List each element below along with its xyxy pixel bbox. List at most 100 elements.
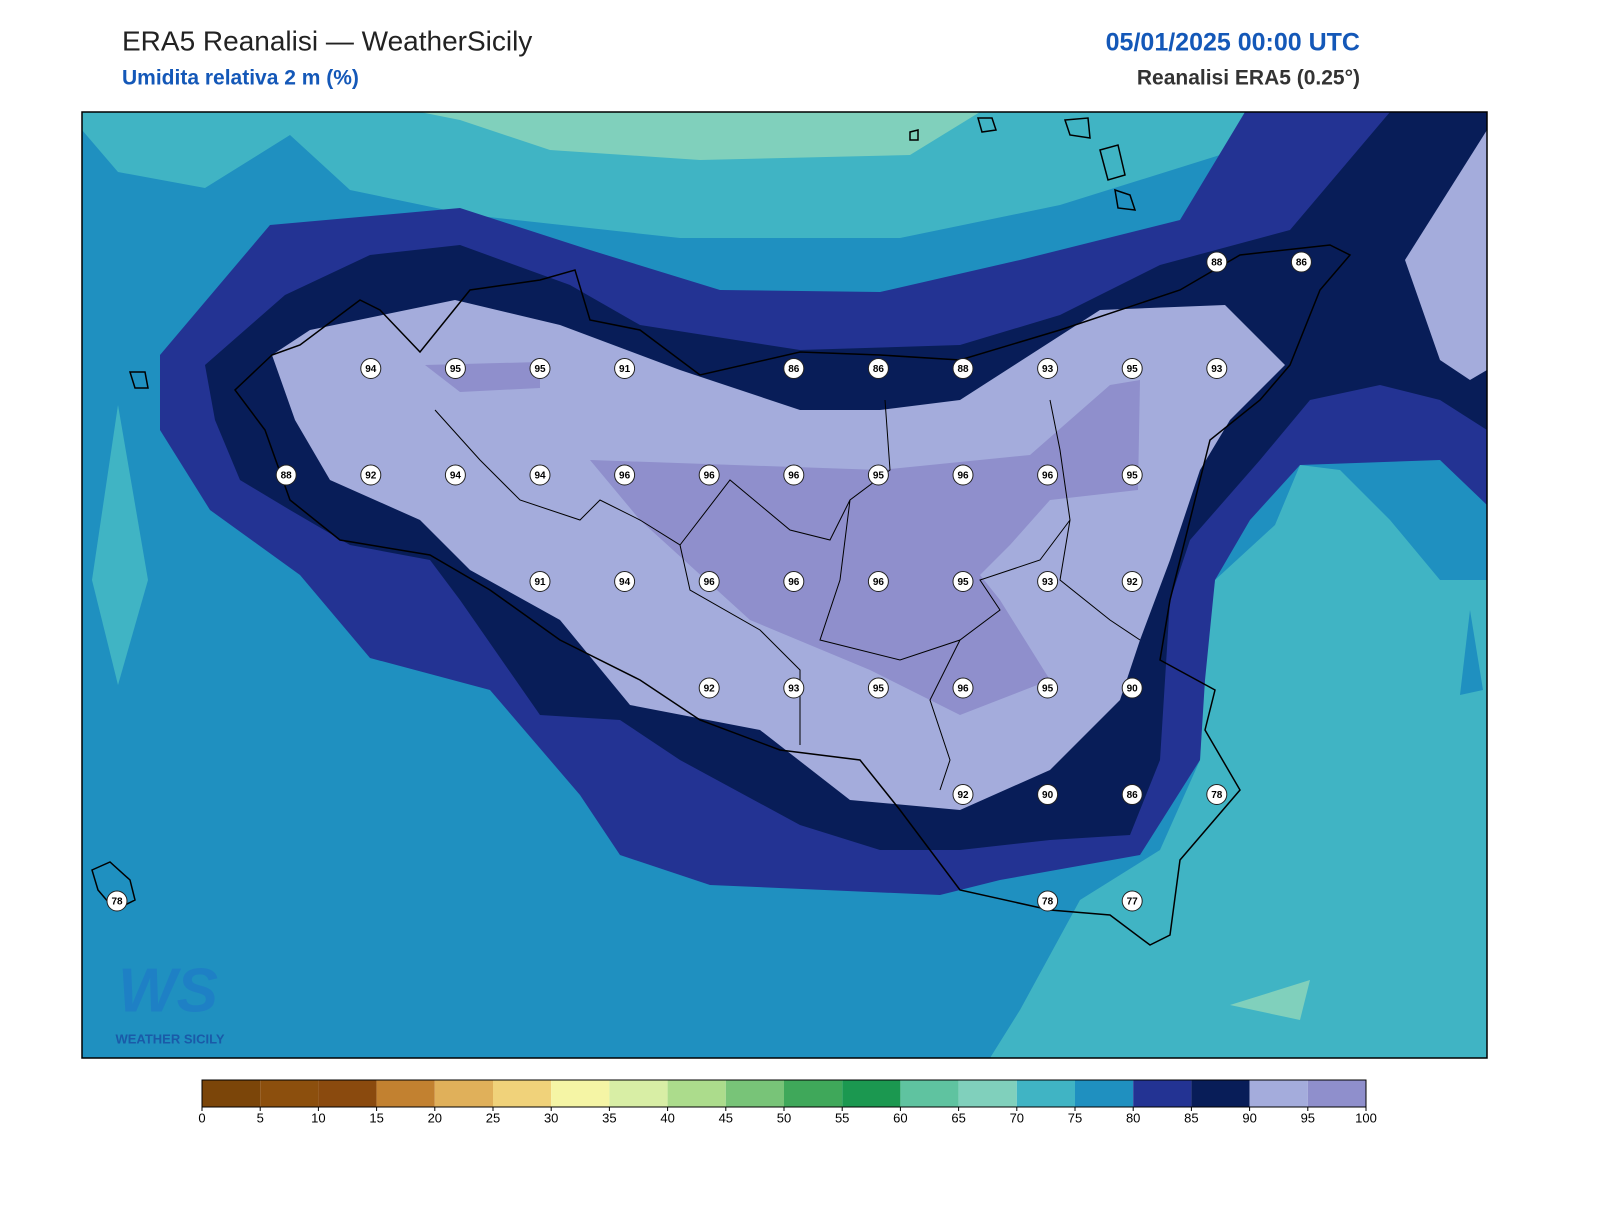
island xyxy=(91,117,1137,911)
colorbar-tick-label: 25 xyxy=(486,1110,500,1125)
station-value: 88 xyxy=(1211,258,1223,269)
station-value: 90 xyxy=(1127,684,1139,695)
borders xyxy=(434,399,1141,791)
station-marker xyxy=(783,464,805,486)
colorbar-tick-label: 5 xyxy=(257,1110,264,1125)
colorbar-segment xyxy=(1249,1080,1308,1107)
colorbar-tick-label: 50 xyxy=(777,1110,791,1125)
station-value: 88 xyxy=(281,471,293,482)
colorbar-tick-label: 100 xyxy=(1355,1110,1377,1125)
station-marker xyxy=(1206,251,1228,273)
station-marker xyxy=(783,677,805,699)
station-marker xyxy=(698,464,720,486)
station-marker xyxy=(698,571,720,592)
station-marker xyxy=(952,784,974,805)
station-marker xyxy=(444,358,466,379)
colorbar-tick-label: 95 xyxy=(1301,1110,1315,1125)
colorbar-segment xyxy=(318,1080,377,1107)
station-marker xyxy=(360,464,382,486)
station-marker xyxy=(275,464,297,486)
station-marker xyxy=(1037,890,1059,912)
colorbar-tick-label: 45 xyxy=(719,1110,733,1125)
datetime: 05/01/2025 00:00 UTC xyxy=(1106,29,1360,57)
station-value: 95 xyxy=(873,684,885,695)
colorbar-segment xyxy=(551,1080,610,1107)
station-marker xyxy=(529,571,551,592)
contour xyxy=(92,405,148,685)
station-marker xyxy=(1121,784,1143,805)
station-marker xyxy=(360,358,382,379)
colorbar-segment xyxy=(260,1080,319,1107)
colorbar-tick-label: 85 xyxy=(1184,1110,1198,1125)
colorbar-segment xyxy=(493,1080,552,1107)
stations: 88 86 94 95 95 91 86 86 88 93 95 93 88 92 94 94 96 96 96 95… xyxy=(106,251,1312,912)
station-value: 94 xyxy=(619,577,631,588)
colorbar-tick-label: 55 xyxy=(835,1110,849,1125)
station-value: 86 xyxy=(1296,258,1308,269)
colorbar-tick-label: 15 xyxy=(369,1110,383,1125)
station-value: 95 xyxy=(873,471,885,482)
station-value: 93 xyxy=(1042,577,1054,588)
station-marker xyxy=(1037,358,1059,379)
station-marker xyxy=(1121,358,1143,379)
station-marker xyxy=(106,890,128,912)
colorbar-tick-label: 30 xyxy=(544,1110,558,1125)
station-marker xyxy=(1121,890,1143,912)
station-value: 95 xyxy=(957,577,969,588)
station-marker xyxy=(867,358,889,379)
station-value: 91 xyxy=(619,364,631,375)
station-value: 94 xyxy=(365,364,377,375)
colorbar-segment xyxy=(725,1080,784,1107)
field xyxy=(82,112,1487,1058)
station-marker xyxy=(1206,358,1228,379)
colorbar-segment xyxy=(958,1080,1017,1107)
contour xyxy=(420,112,980,160)
station-value: 96 xyxy=(788,577,800,588)
station-value: 96 xyxy=(788,471,800,482)
colorbar-tick-label: 90 xyxy=(1242,1110,1256,1125)
station-value: 93 xyxy=(1042,364,1054,375)
station-marker xyxy=(783,571,805,592)
colorbar-segment xyxy=(376,1080,435,1107)
colorbar-tick-label: 40 xyxy=(660,1110,674,1125)
station-value: 95 xyxy=(1127,471,1139,482)
contour xyxy=(1230,980,1310,1020)
station-marker xyxy=(1206,784,1228,805)
station-marker xyxy=(529,358,551,379)
station-marker xyxy=(952,358,974,379)
station-marker xyxy=(614,571,636,592)
contour xyxy=(82,112,1245,238)
colorbar-segment xyxy=(900,1080,959,1107)
station-marker xyxy=(614,464,636,486)
map-frame xyxy=(81,111,1488,1059)
colorbar-tick-label: 20 xyxy=(428,1110,442,1125)
station-marker xyxy=(614,358,636,379)
station-marker xyxy=(1121,571,1143,592)
station-marker xyxy=(867,571,889,592)
colorbar-segment xyxy=(842,1080,901,1107)
station-marker xyxy=(1037,784,1059,805)
colorbar: 0 5 10 15 20 25 30 35 40 45 50 55 60 65 70 75 80 85 90 95 10… xyxy=(198,1079,1377,1125)
station-marker xyxy=(952,677,974,699)
colorbar-tick-label: 70 xyxy=(1010,1110,1024,1125)
station-marker xyxy=(952,464,974,486)
station-marker xyxy=(783,358,805,379)
station-marker xyxy=(867,677,889,699)
station-value: 86 xyxy=(873,364,885,375)
station-value: 96 xyxy=(957,684,969,695)
colorbar-segment xyxy=(434,1080,493,1107)
logo-name: Weather Sicily xyxy=(115,1031,224,1046)
station-value: 95 xyxy=(450,364,462,375)
station-value: 91 xyxy=(534,577,546,588)
contour xyxy=(1460,610,1483,695)
station-value: 94 xyxy=(450,471,462,482)
station-value: 96 xyxy=(704,471,716,482)
station-value: 96 xyxy=(704,577,716,588)
station-marker xyxy=(529,464,551,486)
colorbar-segment xyxy=(609,1080,668,1107)
colorbar-segment xyxy=(1016,1080,1075,1107)
station-marker xyxy=(444,464,466,486)
station-value: 96 xyxy=(1042,471,1054,482)
station-value: 93 xyxy=(1211,364,1223,375)
station-value: 96 xyxy=(873,577,885,588)
